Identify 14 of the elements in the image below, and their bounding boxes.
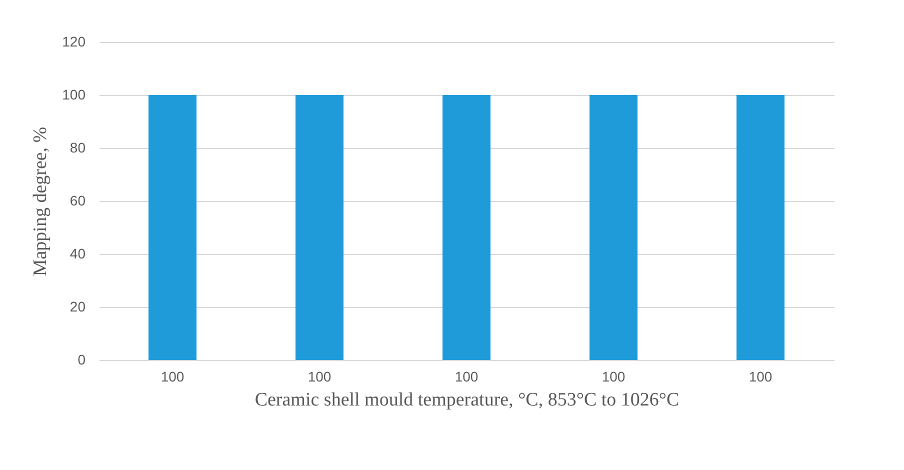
y-tick-label: 120 [62, 34, 86, 50]
y-tick-label: 0 [78, 352, 86, 368]
y-tick-label: 20 [70, 298, 86, 314]
y-tick-label: 60 [70, 192, 86, 208]
y-tick-label: 100 [62, 86, 86, 102]
y-axis-title: Mapping degree, % [30, 126, 52, 276]
x-axis-title: Ceramic shell mould temperature, °C, 853°C to 1026°C [254, 390, 680, 410]
y-tick-label: 80 [70, 140, 86, 156]
y-tick-label: 40 [70, 246, 86, 262]
x-tick-label: 100 [308, 368, 332, 384]
x-tick-label: 100 [748, 368, 772, 384]
x-tick-label: 100 [602, 368, 626, 384]
x-tick-label: 100 [454, 368, 478, 384]
x-tick-label: 100 [160, 368, 184, 384]
